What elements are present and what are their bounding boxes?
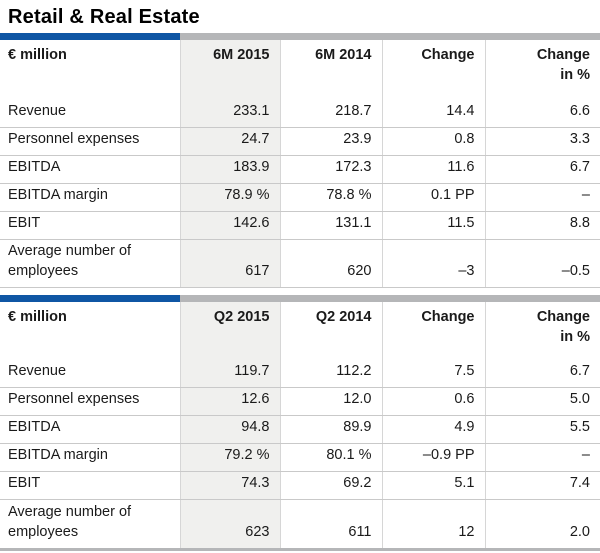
row-label: EBITDA: [0, 415, 180, 444]
table-section-6m: € million 6M 2015 6M 2014 Change Change …: [0, 33, 600, 288]
value-prior: 80.1 %: [279, 443, 382, 472]
row-label: Personnel expenses: [0, 387, 180, 416]
row-label: Average number of employees: [0, 239, 180, 288]
col-header-change-pct: Change in %: [484, 40, 600, 100]
value-change: 14.4: [381, 100, 485, 128]
value-change-pct: 3.3: [484, 127, 600, 156]
row-label: Revenue: [0, 360, 180, 388]
accent-bar-blue: [0, 33, 180, 40]
value-change: 4.9: [381, 415, 485, 444]
col-header-period-current: Q2 2015: [179, 302, 280, 360]
row-label: EBIT: [0, 471, 180, 500]
accent-bar-blue: [0, 295, 180, 302]
section-accent-bar: [0, 33, 600, 40]
col-header-change: Change: [381, 302, 485, 360]
value-change: 0.8: [381, 127, 485, 156]
page-title: Retail & Real Estate: [8, 6, 200, 28]
value-prior: 69.2: [279, 471, 382, 500]
row-label: Personnel expenses: [0, 127, 180, 156]
row-label: Average number of employees: [8, 503, 132, 540]
table-row-personnel-expenses: Personnel expenses 12.6 12.0 0.6 5.0: [0, 387, 600, 416]
row-label: EBITDA margin: [0, 443, 180, 472]
value-current: 119.7: [179, 360, 280, 388]
value-current: 94.8: [179, 415, 280, 444]
value-current: 142.6: [179, 211, 280, 240]
value-change-pct: 6.6: [484, 100, 600, 128]
value-change-pct: 6.7: [484, 155, 600, 184]
accent-bar-gray: [180, 33, 600, 40]
col-header-change-pct: Change in %: [484, 302, 600, 360]
table-row-ebitda-margin: EBITDA margin 78.9 % 78.8 % 0.1 PP –: [0, 183, 600, 212]
value-change: 5.1: [381, 471, 485, 500]
value-change-pct: 5.0: [484, 387, 600, 416]
value-change: 0.6: [381, 387, 485, 416]
table-row-revenue: Revenue 119.7 112.2 7.5 6.7: [0, 360, 600, 388]
row-label: EBITDA: [0, 155, 180, 184]
table-row-personnel-expenses: Personnel expenses 24.7 23.9 0.8 3.3: [0, 127, 600, 156]
table-row-ebitda: EBITDA 94.8 89.9 4.9 5.5: [0, 415, 600, 444]
value-change-pct: –: [484, 443, 600, 472]
value-prior: 78.8 %: [279, 183, 382, 212]
row-label: EBIT: [0, 211, 180, 240]
value-prior: 620: [279, 239, 382, 288]
value-current: 74.3: [179, 471, 280, 500]
value-change: 12: [381, 499, 485, 548]
value-prior: 218.7: [279, 100, 382, 128]
value-current: 12.6: [179, 387, 280, 416]
value-prior: 23.9: [279, 127, 382, 156]
value-change: 11.6: [381, 155, 485, 184]
table-row-ebit: EBIT 74.3 69.2 5.1 7.4: [0, 471, 600, 500]
col-header-change: Change: [381, 40, 485, 100]
value-prior: 12.0: [279, 387, 382, 416]
table-row-revenue: Revenue 233.1 218.7 14.4 6.6: [0, 100, 600, 128]
financial-table-q2: € million Q2 2015 Q2 2014 Change Change …: [0, 302, 600, 548]
col-header-period-prior: 6M 2014: [279, 40, 382, 100]
value-prior: 611: [279, 499, 382, 548]
table-row-average-employees: Average number of employees 617 620 –3 –…: [0, 239, 600, 288]
value-change: 11.5: [381, 211, 485, 240]
unit-label: € million: [8, 47, 67, 63]
value-prior: 131.1: [279, 211, 382, 240]
col-header-period-current: 6M 2015: [179, 40, 280, 100]
value-change-pct: –0.5: [484, 239, 600, 288]
table-section-q2: € million Q2 2015 Q2 2014 Change Change …: [0, 295, 600, 551]
value-current: 233.1: [179, 100, 280, 128]
value-change-pct: 7.4: [484, 471, 600, 500]
value-prior: 112.2: [279, 360, 382, 388]
financial-table-6m: € million 6M 2015 6M 2014 Change Change …: [0, 40, 600, 288]
value-change: –0.9 PP: [381, 443, 485, 472]
value-prior: 172.3: [279, 155, 382, 184]
value-change-pct: –: [484, 183, 600, 212]
unit-label: € million: [8, 309, 67, 325]
table-row-average-employees: Average number of employees 623 611 12 2…: [0, 499, 600, 548]
section-accent-bar: [0, 295, 600, 302]
col-header-period-prior: Q2 2014: [279, 302, 382, 360]
table-header-row: € million Q2 2015 Q2 2014 Change Change …: [0, 302, 600, 360]
value-change-pct: 8.8: [484, 211, 600, 240]
row-label: Revenue: [0, 100, 180, 128]
value-current: 183.9: [179, 155, 280, 184]
value-prior: 89.9: [279, 415, 382, 444]
value-change: 0.1 PP: [381, 183, 485, 212]
value-current: 623: [179, 499, 280, 548]
table-row-ebitda: EBITDA 183.9 172.3 11.6 6.7: [0, 155, 600, 184]
value-current: 78.9 %: [179, 183, 280, 212]
table-row-ebit: EBIT 142.6 131.1 11.5 8.8: [0, 211, 600, 240]
value-current: 24.7: [179, 127, 280, 156]
accent-bar-gray: [180, 295, 600, 302]
table-row-ebitda-margin: EBITDA margin 79.2 % 80.1 % –0.9 PP –: [0, 443, 600, 472]
row-label: EBITDA margin: [0, 183, 180, 212]
value-change-pct: 6.7: [484, 360, 600, 388]
value-change-pct: 5.5: [484, 415, 600, 444]
value-change: –3: [381, 239, 485, 288]
value-current: 79.2 %: [179, 443, 280, 472]
table-header-row: € million 6M 2015 6M 2014 Change Change …: [0, 40, 600, 100]
value-change: 7.5: [381, 360, 485, 388]
value-current: 617: [179, 239, 280, 288]
value-change-pct: 2.0: [484, 499, 600, 548]
